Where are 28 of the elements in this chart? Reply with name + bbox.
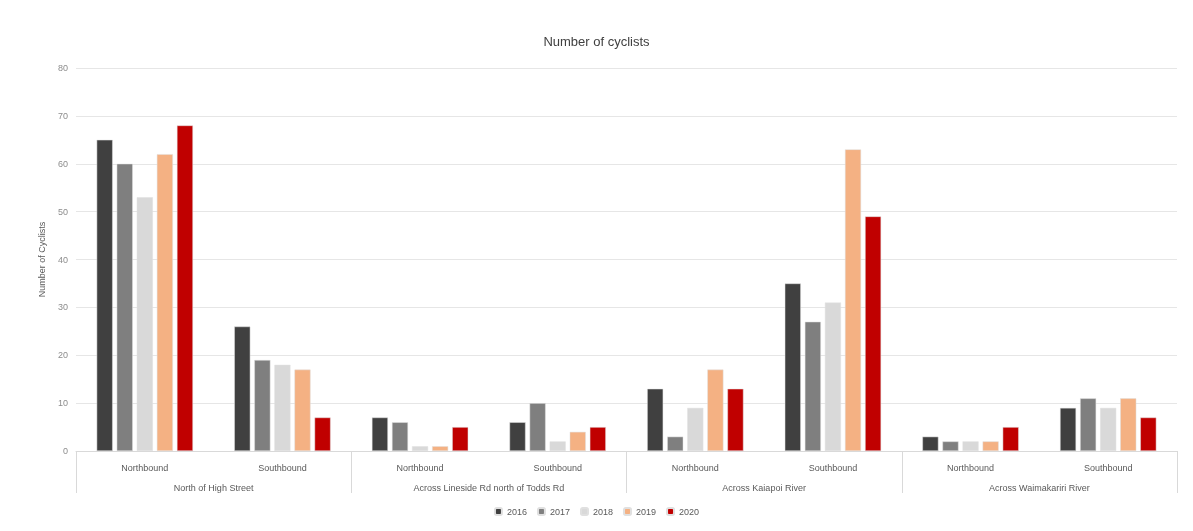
y-tick-label: 50 <box>57 206 68 217</box>
legend-label: 2018 <box>592 506 614 517</box>
text: Across Waimakariri River <box>989 482 1090 493</box>
y-tick-label: 30 <box>57 302 68 313</box>
legend-label: 2017 <box>549 506 570 517</box>
x-tick-label: Northbound <box>947 462 995 473</box>
y-tick-label: 40 <box>57 254 68 265</box>
legend-label: 2020 <box>679 506 700 517</box>
text: Across Lineside Rd north of Todds Rd <box>413 482 565 493</box>
x-tick-label: Northbound <box>396 462 444 473</box>
legend-label: 2016 <box>506 506 527 517</box>
y-tick-label: 0 <box>62 446 68 456</box>
y-tick-label: 70 <box>57 110 68 121</box>
x-tick-label: Northbound <box>121 462 169 473</box>
y-tick-label: 10 <box>57 398 68 409</box>
text: Across Kaiapoi River <box>722 482 806 493</box>
text: North of High Street <box>173 482 254 493</box>
y-axis-title: Number of Cyclists <box>36 221 47 298</box>
y-tick-label: 60 <box>57 158 68 169</box>
x-tick-label: Southbound <box>808 462 858 473</box>
y-tick-label: 80 <box>57 63 68 73</box>
x-tick-label: Southbound <box>533 462 582 473</box>
x-tick-label: Southbound <box>1083 462 1133 473</box>
x-tick-label: Southbound <box>258 462 307 473</box>
legend-label: 2019 <box>636 506 657 517</box>
y-tick-label: 20 <box>57 350 68 361</box>
x-tick-label: Northbound <box>671 462 719 473</box>
chart-title: Number of cyclists <box>543 34 651 49</box>
